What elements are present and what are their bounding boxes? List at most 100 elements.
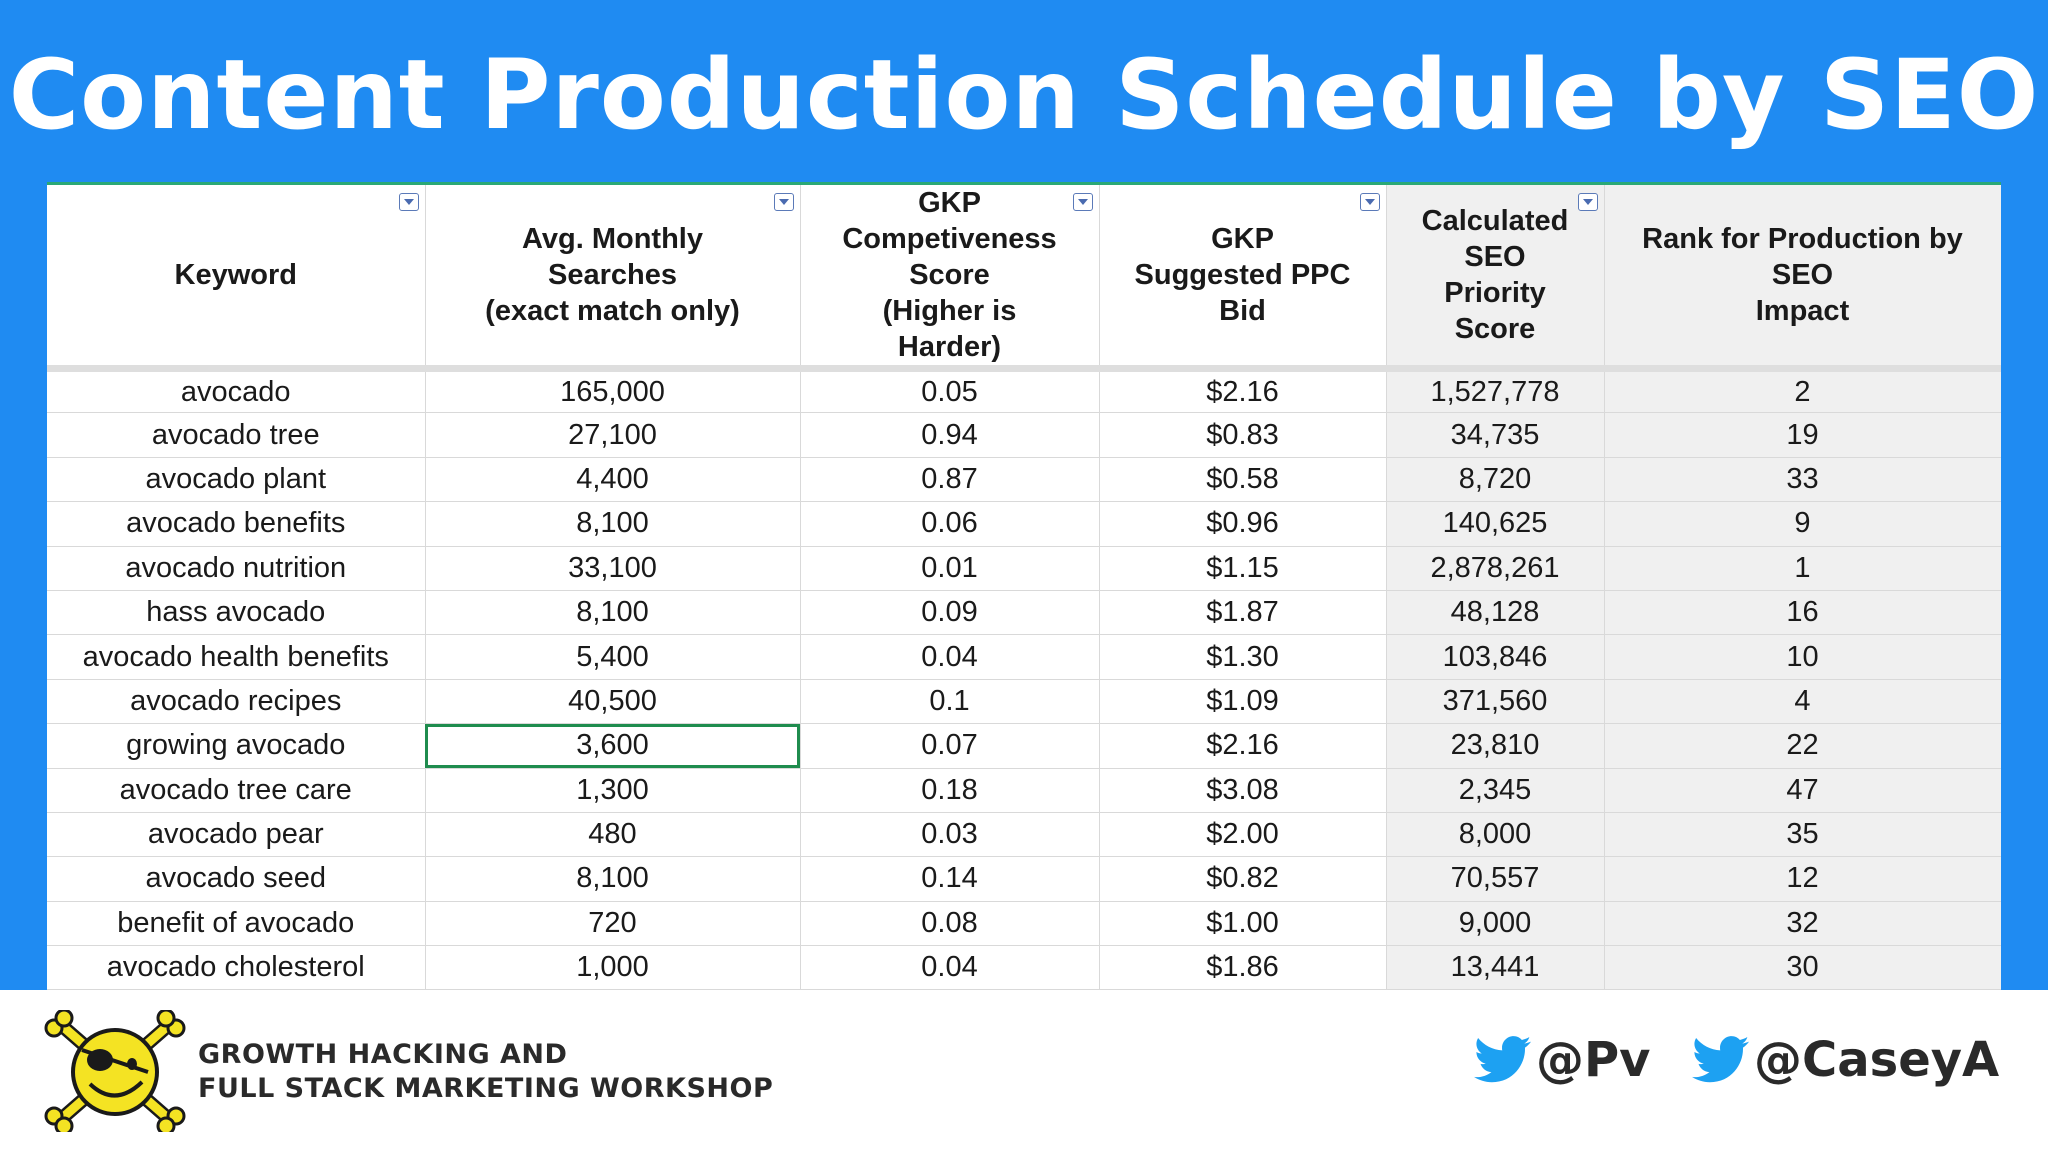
cell-keyword[interactable]: benefit of avocado — [47, 901, 426, 947]
cell-ppc-bid[interactable]: $0.83 — [1099, 412, 1387, 458]
cell-avg-monthly-searches[interactable]: 8,100 — [425, 501, 801, 547]
cell-avg-monthly-searches[interactable]: 8,100 — [425, 590, 801, 636]
cell-seo-priority-score[interactable]: 140,625 — [1386, 501, 1605, 547]
cell-seo-priority-score[interactable]: 2,878,261 — [1386, 546, 1605, 591]
cell-seo-priority-score[interactable]: 34,735 — [1386, 412, 1605, 458]
cell-avg-monthly-searches[interactable]: 40,500 — [425, 679, 801, 725]
cell-keyword[interactable]: avocado seed — [47, 856, 426, 902]
cell-ppc-bid[interactable]: $1.15 — [1099, 546, 1387, 591]
cell-competiveness[interactable]: 0.14 — [800, 856, 1100, 902]
cell-ppc-bid[interactable]: $1.87 — [1099, 590, 1387, 636]
cell-ppc-bid[interactable]: $1.00 — [1099, 901, 1387, 947]
cell-ppc-bid[interactable]: $2.16 — [1099, 723, 1387, 769]
cell-rank[interactable]: 30 — [1604, 945, 2001, 990]
cell-keyword[interactable]: avocado health benefits — [47, 634, 426, 680]
cell-rank[interactable]: 33 — [1604, 457, 2001, 503]
cell-keyword[interactable]: avocado benefits — [47, 501, 426, 547]
cell-avg-monthly-searches[interactable]: 8,100 — [425, 856, 801, 902]
cell-rank[interactable]: 9 — [1604, 501, 2001, 547]
twitter-handle-pv[interactable]: @Pv — [1474, 1032, 1650, 1088]
cell-rank[interactable]: 19 — [1604, 412, 2001, 458]
cell-rank[interactable]: 47 — [1604, 768, 2001, 813]
cell-keyword[interactable]: avocado nutrition — [47, 546, 426, 591]
pirate-smiley-icon — [44, 1010, 186, 1132]
filter-dropdown-icon[interactable] — [398, 193, 419, 211]
cell-seo-priority-score[interactable]: 1,527,778 — [1386, 368, 1605, 414]
filter-dropdown-icon[interactable] — [773, 193, 794, 211]
cell-seo-priority-score[interactable]: 48,128 — [1386, 590, 1605, 636]
header-line: (Higher is Harder) — [882, 295, 1017, 363]
twitter-bird-icon — [1474, 1036, 1532, 1083]
cell-ppc-bid[interactable]: $3.08 — [1099, 768, 1387, 813]
cell-ppc-bid[interactable]: $2.16 — [1099, 368, 1387, 414]
cell-seo-priority-score[interactable]: 8,720 — [1386, 457, 1605, 503]
cell-avg-monthly-searches[interactable]: 5,400 — [425, 634, 801, 680]
cell-competiveness[interactable]: 0.04 — [800, 634, 1100, 680]
cell-rank[interactable]: 32 — [1604, 901, 2001, 947]
cell-avg-monthly-searches[interactable]: 720 — [425, 901, 801, 947]
cell-keyword[interactable]: avocado cholesterol — [47, 945, 426, 990]
table-row: growing avocado 3,600 0.07 $2.16 23,810 22 — [47, 723, 2001, 769]
cell-avg-monthly-searches[interactable]: 3,600 — [425, 723, 801, 769]
twitter-handle-caseya[interactable]: @CaseyA — [1692, 1032, 1999, 1088]
cell-seo-priority-score[interactable]: 70,557 — [1386, 856, 1605, 902]
cell-competiveness[interactable]: 0.04 — [800, 945, 1100, 990]
cell-keyword[interactable]: avocado pear — [47, 812, 426, 858]
cell-avg-monthly-searches[interactable]: 1,300 — [425, 768, 801, 813]
cell-competiveness[interactable]: 0.03 — [800, 812, 1100, 858]
cell-ppc-bid[interactable]: $0.96 — [1099, 501, 1387, 547]
cell-rank[interactable]: 12 — [1604, 856, 2001, 902]
cell-keyword[interactable]: avocado — [47, 368, 426, 414]
cell-ppc-bid[interactable]: $0.58 — [1099, 457, 1387, 503]
filter-dropdown-icon[interactable] — [1072, 193, 1093, 211]
cell-ppc-bid[interactable]: $1.30 — [1099, 634, 1387, 680]
cell-keyword[interactable]: avocado recipes — [47, 679, 426, 725]
cell-keyword[interactable]: growing avocado — [47, 723, 426, 769]
cell-seo-priority-score[interactable]: 13,441 — [1386, 945, 1605, 990]
cell-competiveness[interactable]: 0.08 — [800, 901, 1100, 947]
cell-avg-monthly-searches[interactable]: 165,000 — [425, 368, 801, 414]
cell-ppc-bid[interactable]: $1.09 — [1099, 679, 1387, 725]
cell-competiveness[interactable]: 0.07 — [800, 723, 1100, 769]
cell-keyword[interactable]: avocado tree care — [47, 768, 426, 813]
cell-rank[interactable]: 4 — [1604, 679, 2001, 725]
cell-competiveness[interactable]: 0.1 — [800, 679, 1100, 725]
cell-seo-priority-score[interactable]: 8,000 — [1386, 812, 1605, 858]
cell-seo-priority-score[interactable]: 9,000 — [1386, 901, 1605, 947]
handle-text: @CaseyA — [1754, 1032, 2000, 1088]
cell-avg-monthly-searches[interactable]: 27,100 — [425, 412, 801, 458]
cell-ppc-bid[interactable]: $0.82 — [1099, 856, 1387, 902]
cell-seo-priority-score[interactable]: 103,846 — [1386, 634, 1605, 680]
cell-competiveness[interactable]: 0.94 — [800, 412, 1100, 458]
filter-dropdown-icon[interactable] — [1577, 193, 1598, 211]
cell-seo-priority-score[interactable]: 2,345 — [1386, 768, 1605, 813]
cell-keyword[interactable]: hass avocado — [47, 590, 426, 636]
cell-avg-monthly-searches[interactable]: 480 — [425, 812, 801, 858]
cell-rank[interactable]: 2 — [1604, 368, 2001, 414]
cell-keyword[interactable]: avocado plant — [47, 457, 426, 503]
cell-keyword[interactable]: avocado tree — [47, 412, 426, 458]
filter-dropdown-icon[interactable] — [1359, 193, 1380, 211]
cell-competiveness[interactable]: 0.01 — [800, 546, 1100, 591]
cell-seo-priority-score[interactable]: 371,560 — [1386, 679, 1605, 725]
cell-avg-monthly-searches[interactable]: 4,400 — [425, 457, 801, 503]
table-row: avocado tree care 1,300 0.18 $3.08 2,345 47 — [47, 768, 2001, 813]
cell-competiveness[interactable]: 0.09 — [800, 590, 1100, 636]
cell-avg-monthly-searches[interactable]: 1,000 — [425, 945, 801, 990]
header-row: Keyword Avg. Monthly Searches (exact matc… — [47, 185, 2001, 372]
cell-ppc-bid[interactable]: $2.00 — [1099, 812, 1387, 858]
cell-rank[interactable]: 10 — [1604, 634, 2001, 680]
cell-seo-priority-score[interactable]: 23,810 — [1386, 723, 1605, 769]
cell-ppc-bid[interactable]: $1.86 — [1099, 945, 1387, 990]
cell-rank[interactable]: 35 — [1604, 812, 2001, 858]
cell-competiveness[interactable]: 0.18 — [800, 768, 1100, 813]
cell-competiveness[interactable]: 0.06 — [800, 501, 1100, 547]
table-row: avocado pear 480 0.03 $2.00 8,000 35 — [47, 812, 2001, 858]
table-row: hass avocado 8,100 0.09 $1.87 48,128 16 — [47, 590, 2001, 636]
cell-rank[interactable]: 1 — [1604, 546, 2001, 591]
cell-rank[interactable]: 22 — [1604, 723, 2001, 769]
cell-competiveness[interactable]: 0.87 — [800, 457, 1100, 503]
cell-competiveness[interactable]: 0.05 — [800, 368, 1100, 414]
cell-avg-monthly-searches[interactable]: 33,100 — [425, 546, 801, 591]
cell-rank[interactable]: 16 — [1604, 590, 2001, 636]
